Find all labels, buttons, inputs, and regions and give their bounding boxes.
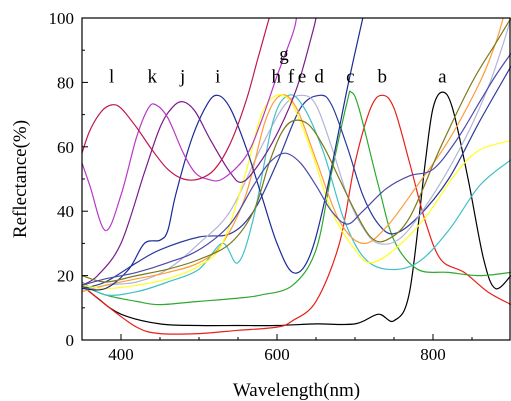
series-line-c [82,90,511,306]
y-tick-label: 40 [57,202,74,221]
curve-layer [82,18,511,335]
series-line-unlabeled-13 [82,53,511,286]
series-line-i [82,18,364,291]
curve-label-a: a [438,66,447,87]
series-line-g [82,18,504,293]
series-line-unlabeled-12 [82,18,511,283]
series-line-f [82,94,511,296]
curve-label-c: c [346,66,354,87]
series-line-h [82,94,511,290]
series-line-j [82,18,317,286]
curve-label-i: i [215,66,220,87]
series-line-l [82,18,270,181]
y-tick-label: 100 [49,9,75,28]
curve-label-b: b [378,66,388,87]
x-tick-label: 800 [420,345,446,364]
curve-label-e: e [298,66,306,87]
series-line-b [82,94,511,335]
x-tick-label: 400 [108,345,134,364]
y-tick-label: 0 [66,331,75,350]
series-line-a [82,91,511,327]
curve-label-g: g [279,44,289,65]
y-tick-label: 60 [57,138,74,157]
y-tick-label: 20 [57,267,74,286]
series-line-d [82,66,511,290]
series-line-e [82,18,511,293]
y-tick-label: 80 [57,73,74,92]
curve-label-k: k [147,66,157,87]
y-axis-label: Reflectance(%) [10,120,31,238]
curve-label-l: l [109,66,114,87]
series-line-k [82,18,298,232]
curve-label-h: h [271,66,281,87]
tick-layer: 400 600 800 0 20 40 60 80 100 [49,9,473,364]
curve-label-j: j [179,66,185,87]
curve-label-d: d [314,66,324,87]
curve-label-f: f [288,66,295,87]
x-axis-label: Wavelength(nm) [233,380,360,401]
x-tick-label: 600 [264,345,290,364]
